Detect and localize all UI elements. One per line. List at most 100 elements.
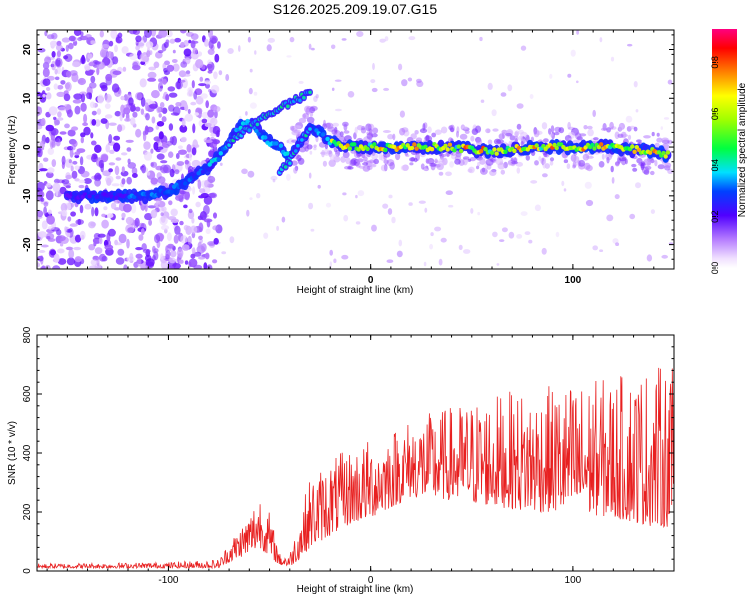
noise-cell (84, 65, 91, 71)
noise-cell (88, 221, 96, 229)
colorbar-tick-label: 0.2 (710, 210, 720, 223)
branch-upper-cell (302, 95, 306, 100)
noise-cell (43, 206, 47, 216)
noise-cell (445, 190, 453, 195)
noise-cell (195, 95, 204, 105)
noise-cell (593, 137, 599, 141)
ridge-cell (534, 143, 539, 148)
noise-cell (370, 164, 377, 168)
noise-cell (142, 248, 151, 254)
noise-cell (169, 136, 175, 144)
ridge-cell (494, 151, 499, 156)
noise-cell (507, 130, 513, 134)
noise-cell (146, 171, 151, 176)
noise-cell (114, 165, 120, 176)
noise-cell (68, 35, 76, 42)
noise-cell (586, 165, 593, 172)
noise-cell (210, 84, 220, 94)
snr-panel: -100 0 100 0 200 400 600 800 Height of straigh… (7, 326, 675, 595)
noise-cell (42, 78, 51, 86)
noise-cell (558, 127, 565, 134)
noise-cell (520, 141, 524, 147)
noise-cell (147, 71, 157, 79)
noise-cell (104, 103, 111, 109)
noise-cell (74, 256, 82, 263)
noise-cell (422, 123, 426, 131)
noise-cell (418, 200, 426, 204)
noise-cell (130, 117, 136, 126)
noise-cell (37, 146, 42, 156)
noise-cell (215, 130, 220, 137)
noise-cell (184, 260, 189, 265)
noise-cell (45, 190, 54, 201)
noise-cell (198, 83, 207, 87)
ridge-cell (320, 132, 326, 137)
noise-cell (46, 215, 55, 225)
noise-cell (141, 243, 147, 251)
noise-cell (57, 258, 67, 265)
noise-cell (144, 30, 152, 38)
noise-cell (308, 202, 314, 210)
noise-cell (287, 138, 295, 144)
noise-cell (379, 38, 386, 43)
noise-cell (136, 257, 142, 267)
noise-cell (172, 263, 181, 269)
noise-cell (66, 232, 71, 238)
noise-cell (121, 46, 129, 54)
noise-cell (130, 203, 137, 214)
noise-cell (357, 190, 365, 197)
noise-cell (138, 234, 144, 241)
noise-cell (47, 147, 55, 155)
noise-cell (70, 165, 74, 172)
noise-cell (188, 258, 198, 268)
noise-cell (365, 123, 372, 132)
noise-cell (317, 184, 321, 189)
noise-cell (194, 112, 199, 116)
noise-cell (654, 159, 658, 167)
noise-cell (124, 118, 131, 122)
noise-cell (54, 57, 63, 68)
noise-cell (38, 231, 47, 238)
ridge-cell (71, 191, 77, 196)
noise-cell (37, 262, 41, 268)
noise-cell (549, 160, 554, 166)
noise-cell (78, 184, 85, 189)
noise-cell (313, 147, 317, 151)
top-y-ticks: -20 -10 0 10 20 (22, 34, 674, 270)
noise-cell (611, 177, 615, 184)
noise-cell (380, 164, 388, 172)
noise-cell (656, 137, 663, 143)
noise-cell (148, 66, 157, 71)
noise-cell (328, 159, 336, 167)
noise-cell (548, 128, 552, 135)
noise-cell (341, 38, 347, 41)
noise-cell (400, 164, 409, 171)
noise-cell (71, 61, 81, 68)
noise-cell (276, 225, 279, 231)
noise-cell (480, 99, 485, 103)
noise-cell (501, 227, 508, 233)
noise-cell (132, 111, 138, 118)
noise-cell (599, 37, 603, 43)
noise-cell (333, 258, 337, 264)
noise-cell (74, 154, 80, 159)
noise-cell (566, 163, 571, 170)
noise-cell (643, 135, 651, 139)
noise-cell (156, 121, 165, 127)
noise-cell (45, 182, 52, 188)
noise-cell (156, 153, 165, 160)
noise-cell (329, 261, 332, 269)
ridge-cell (278, 143, 284, 148)
noise-cell (369, 159, 375, 164)
noise-cell (40, 197, 45, 202)
noise-cell (175, 80, 183, 90)
noise-cell (112, 56, 119, 65)
noise-cell (94, 207, 99, 217)
noise-cell (429, 163, 437, 167)
noise-cell (140, 108, 145, 115)
noise-cell (464, 129, 470, 134)
colorbar-tick-label: 0.4 (710, 159, 720, 172)
top-x-ticks: -100 0 100 (46, 30, 675, 286)
noise-cell (636, 139, 642, 143)
ridge-cell (325, 136, 330, 142)
